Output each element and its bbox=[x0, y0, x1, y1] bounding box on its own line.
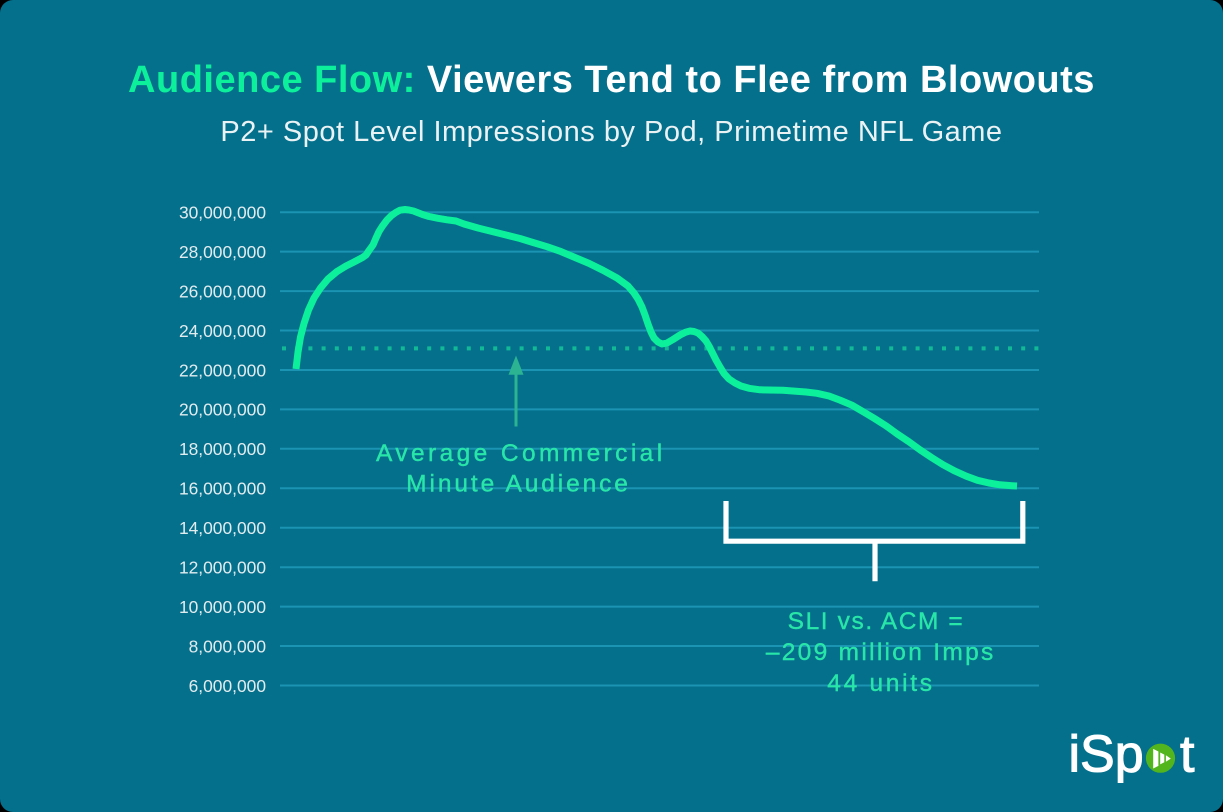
svg-text:28,000,000: 28,000,000 bbox=[179, 242, 266, 262]
svg-text:SLI vs. ACM =: SLI vs. ACM = bbox=[788, 608, 965, 635]
svg-text:22,000,000: 22,000,000 bbox=[179, 360, 266, 380]
svg-text:12,000,000: 12,000,000 bbox=[179, 558, 266, 578]
svg-text:16,000,000: 16,000,000 bbox=[179, 479, 266, 499]
svg-text:–209 million Imps: –209 million Imps bbox=[766, 639, 996, 666]
svg-text:6,000,000: 6,000,000 bbox=[189, 676, 266, 696]
svg-text:iSp: iSp bbox=[1069, 726, 1144, 784]
svg-text:18,000,000: 18,000,000 bbox=[179, 439, 266, 459]
svg-text:14,000,000: 14,000,000 bbox=[179, 518, 266, 538]
svg-text:20,000,000: 20,000,000 bbox=[179, 400, 266, 420]
svg-text:44 units: 44 units bbox=[827, 670, 934, 697]
svg-text:Minute Audience: Minute Audience bbox=[406, 470, 631, 497]
svg-text:Average Commercial: Average Commercial bbox=[376, 440, 666, 467]
svg-text:30,000,000: 30,000,000 bbox=[179, 203, 266, 223]
svg-text:8,000,000: 8,000,000 bbox=[189, 636, 266, 656]
svg-text:24,000,000: 24,000,000 bbox=[179, 321, 266, 341]
svg-text:26,000,000: 26,000,000 bbox=[179, 281, 266, 301]
svg-text:t: t bbox=[1180, 726, 1195, 784]
svg-text:10,000,000: 10,000,000 bbox=[179, 597, 266, 617]
